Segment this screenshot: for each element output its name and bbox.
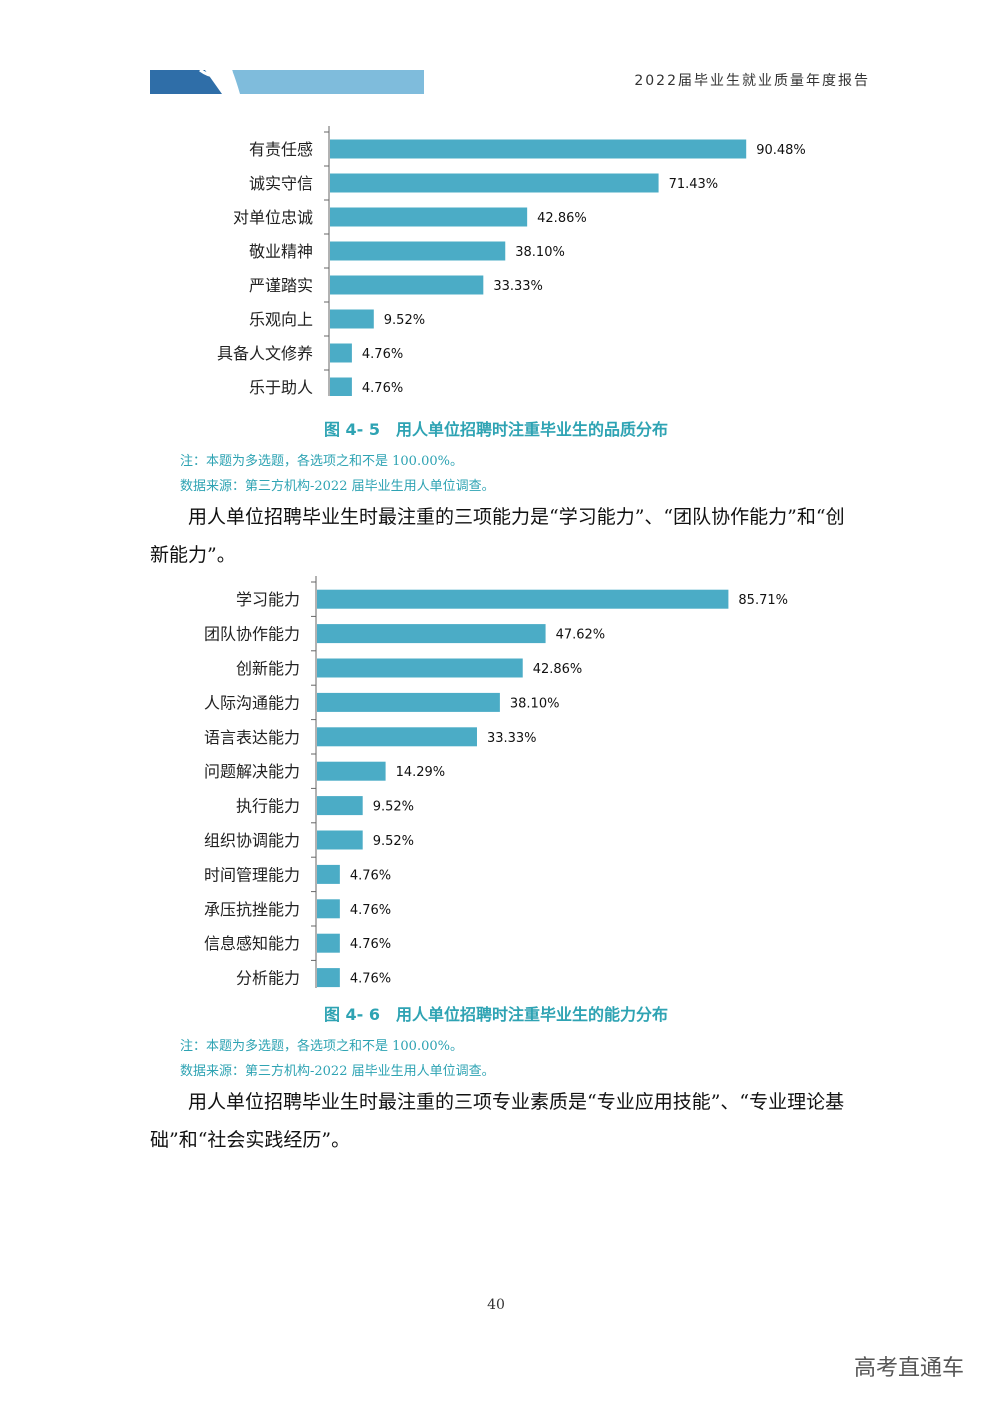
chart1-category-label: 有责任感	[249, 140, 313, 159]
chart2-category-label: 创新能力	[236, 659, 300, 678]
chart1-value-label: 9.52%	[384, 313, 425, 328]
chart2-category-label: 执行能力	[236, 797, 300, 816]
chart2-category-label: 时间管理能力	[204, 865, 300, 884]
chart2-bar	[317, 899, 340, 919]
chart2-category-label: 学习能力	[236, 590, 300, 609]
chart2-value-label: 38.10%	[510, 696, 560, 711]
ability-distribution-chart: 学习能力 85.71% 团队协作能力 47.62% 创新能力 42.86% 人际沟通能力 38…	[204, 576, 788, 988]
chart2-category-label: 语言表达能力	[204, 728, 300, 747]
chart1-category-label: 严谨踏实	[249, 276, 313, 295]
paragraph-professional: 用人单位招聘毕业生时最注重的三项专业素质是“专业应用技能”、“专业理论基础”和“…	[150, 1083, 850, 1159]
chart2-value-label: 47.62%	[556, 628, 606, 643]
chart1-category-label: 乐于助人	[249, 378, 313, 396]
chart2-value-label: 4.76%	[350, 937, 391, 952]
chart1-value-label: 33.33%	[493, 279, 543, 294]
chart1-bar	[330, 207, 528, 227]
chart2-bar	[317, 624, 546, 644]
chart2-bar	[317, 864, 340, 884]
chart1-value-label: 90.48%	[756, 143, 806, 158]
chart2-value-label: 4.76%	[350, 868, 391, 883]
chart2-bar	[317, 727, 477, 747]
figure2-note: 注：本题为多选题，各选项之和不是 100.00%。	[180, 1039, 463, 1054]
paragraph-abilities-text: 用人单位招聘毕业生时最注重的三项能力是“学习能力”、“团队协作能力”和“创新能力…	[150, 506, 845, 566]
chart1-bar	[330, 275, 484, 295]
chart2-value-label: 9.52%	[373, 834, 414, 849]
chart1-category-label: 诚实守信	[249, 174, 313, 193]
chart2-bar	[317, 761, 386, 781]
chart2-category-label: 承压抗挫能力	[204, 900, 300, 919]
figure1-caption: 图 4- 5 用人单位招聘时注重毕业生的品质分布	[323, 420, 669, 439]
chart2-bar	[317, 658, 523, 678]
chart2-value-label: 85.71%	[738, 593, 788, 608]
report-title: 2022届毕业生就业质量年度报告	[634, 73, 870, 89]
figure2-source: 数据来源：第三方机构-2022 届毕业生用人单位调查。	[180, 1064, 495, 1079]
chart1-value-label: 4.76%	[362, 381, 403, 396]
quality-distribution-chart: 有责任感 90.48% 诚实守信 71.43% 对单位忠诚 42.86% 敬业精神 38.10…	[217, 126, 806, 396]
chart1-category-label: 乐观向上	[249, 310, 313, 329]
chart2-category-label: 问题解决能力	[204, 762, 300, 781]
watermark: 高考直通车	[853, 1356, 964, 1381]
chart2-value-label: 4.76%	[350, 972, 391, 987]
chart1-bar	[330, 309, 374, 329]
chart1-category-label: 敬业精神	[249, 242, 313, 261]
chart2-category-label: 人际沟通能力	[204, 693, 300, 712]
chart1-bar	[330, 173, 659, 193]
chart2-category-label: 团队协作能力	[204, 625, 300, 644]
chart1-bar	[330, 343, 352, 363]
chart2-bar	[317, 968, 340, 988]
figure1-note: 注：本题为多选题，各选项之和不是 100.00%。	[180, 454, 463, 469]
chart2-category-label: 信息感知能力	[204, 934, 300, 953]
page-number: 40	[487, 1297, 505, 1313]
chart2-bar	[317, 830, 363, 850]
paragraph-abilities: 用人单位招聘毕业生时最注重的三项能力是“学习能力”、“团队协作能力”和“创新能力…	[150, 498, 850, 574]
chart2-bar	[317, 796, 363, 816]
figure1-source: 数据来源：第三方机构-2022 届毕业生用人单位调查。	[180, 479, 495, 494]
chart2-value-label: 9.52%	[373, 800, 414, 815]
chart1-category-label: 对单位忠诚	[233, 208, 313, 227]
chart1-value-label: 38.10%	[515, 245, 565, 260]
chart2-bar	[317, 933, 340, 953]
chart2-value-label: 4.76%	[350, 903, 391, 918]
chart1-bar	[330, 139, 747, 159]
chart2-value-label: 33.33%	[487, 731, 537, 746]
chart2-category-label: 组织协调能力	[204, 831, 300, 850]
chart1-value-label: 4.76%	[362, 347, 403, 362]
chart2-value-label: 14.29%	[396, 765, 446, 780]
chart2-category-label: 分析能力	[236, 969, 300, 988]
chart2-bar	[317, 692, 500, 712]
figure2-caption: 图 4- 6 用人单位招聘时注重毕业生的能力分布	[323, 1005, 669, 1024]
chart1-value-label: 42.86%	[537, 211, 587, 226]
chart1-bar	[330, 241, 506, 261]
chart2-value-label: 42.86%	[533, 662, 583, 677]
chart2-bar	[317, 589, 729, 609]
header-banner	[150, 68, 424, 94]
chart1-bar	[330, 377, 352, 396]
paragraph-professional-text: 用人单位招聘毕业生时最注重的三项专业素质是“专业应用技能”、“专业理论基础”和“…	[150, 1091, 845, 1151]
chart1-category-label: 具备人文修养	[217, 344, 313, 363]
chart1-value-label: 71.43%	[669, 177, 719, 192]
